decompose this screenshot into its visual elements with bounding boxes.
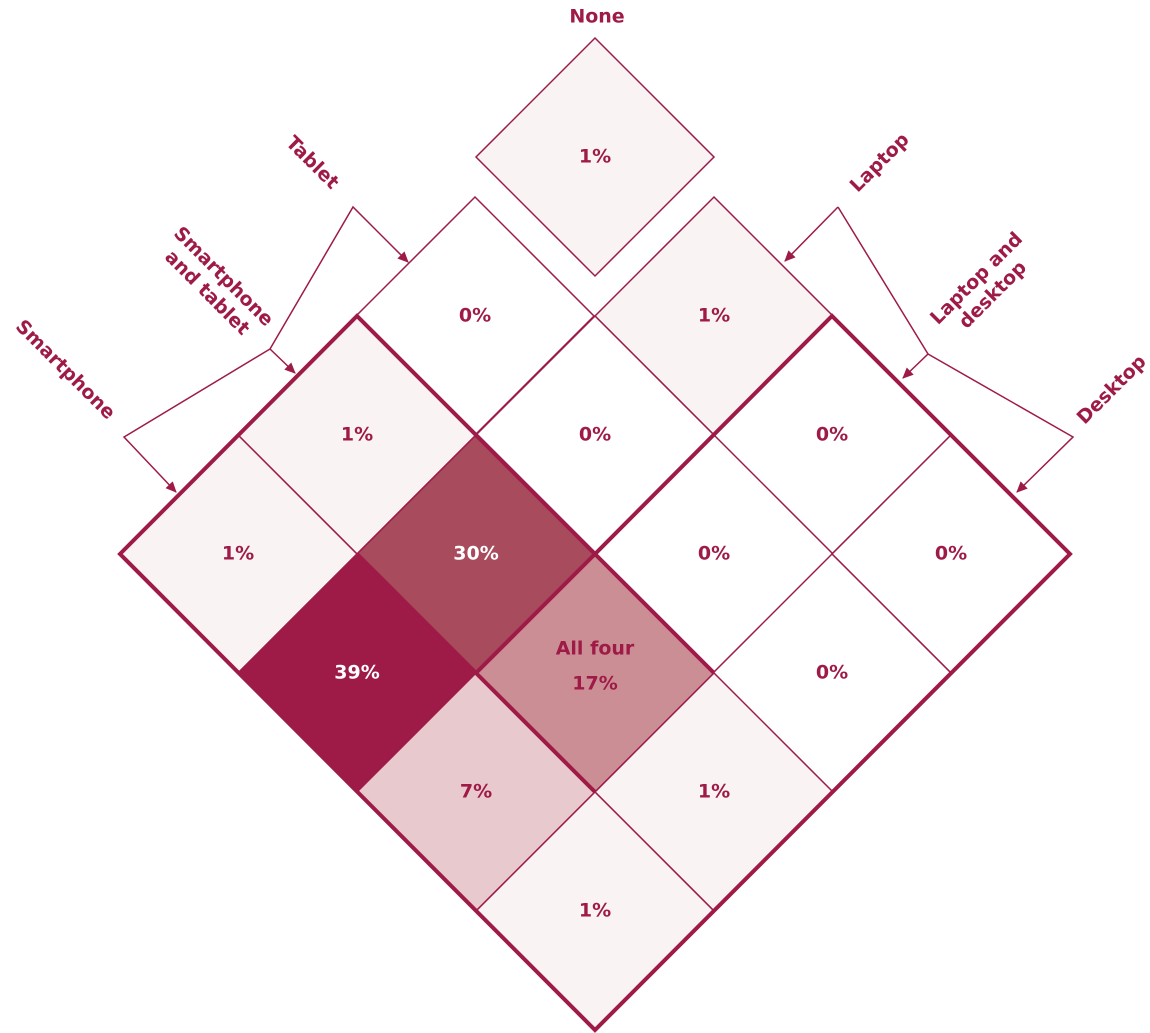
group-label: Desktop (1073, 351, 1150, 429)
cell-value: 0% (698, 543, 730, 565)
cell-value: 1% (222, 543, 254, 565)
cell-caption: All four (556, 638, 635, 660)
cell-value: 1% (698, 781, 730, 803)
cell-value: 0% (935, 543, 967, 565)
cell-value: 0% (816, 662, 848, 684)
arrows (122, 205, 1075, 493)
group-label-line: Laptop (846, 129, 914, 197)
cell-value: 0% (579, 424, 611, 446)
arrow (269, 348, 296, 374)
outlines (117, 313, 1073, 1033)
cell (474, 36, 716, 278)
cells: 1% 0% 1% 1% 0% 0% 1% 30% 0% 0% 39% All four 17% 0% 7% 1… (117, 36, 1072, 1032)
arrow (122, 348, 271, 493)
arrow (269, 205, 409, 350)
cell-value: 39% (334, 662, 379, 684)
cell-value: 0% (459, 305, 491, 327)
cell-value: 0% (816, 424, 848, 446)
cell-value: 7% (460, 781, 492, 803)
cell-value: 1% (579, 146, 611, 168)
outline (474, 552, 597, 675)
cell-value: 17% (572, 673, 617, 695)
cell-value: 30% (453, 543, 498, 565)
group-label: Tablet (281, 132, 343, 194)
group-label: Smartphone (11, 315, 119, 423)
cell-value: 1% (341, 424, 373, 446)
cell-value: 1% (698, 305, 730, 327)
group-label-line: None (569, 6, 624, 28)
group-label-line: Tablet (281, 132, 343, 194)
group-label: None (569, 6, 624, 28)
outline (117, 313, 1073, 1033)
group-label-line: Smartphone (11, 315, 119, 423)
arrow (927, 353, 1075, 493)
cell-value: 1% (579, 900, 611, 922)
group-label: Laptop (846, 129, 914, 197)
arrow (784, 206, 839, 262)
group-label-line: Desktop (1073, 351, 1150, 429)
